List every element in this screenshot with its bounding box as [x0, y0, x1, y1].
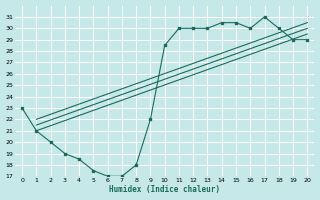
X-axis label: Humidex (Indice chaleur): Humidex (Indice chaleur)	[109, 185, 220, 194]
